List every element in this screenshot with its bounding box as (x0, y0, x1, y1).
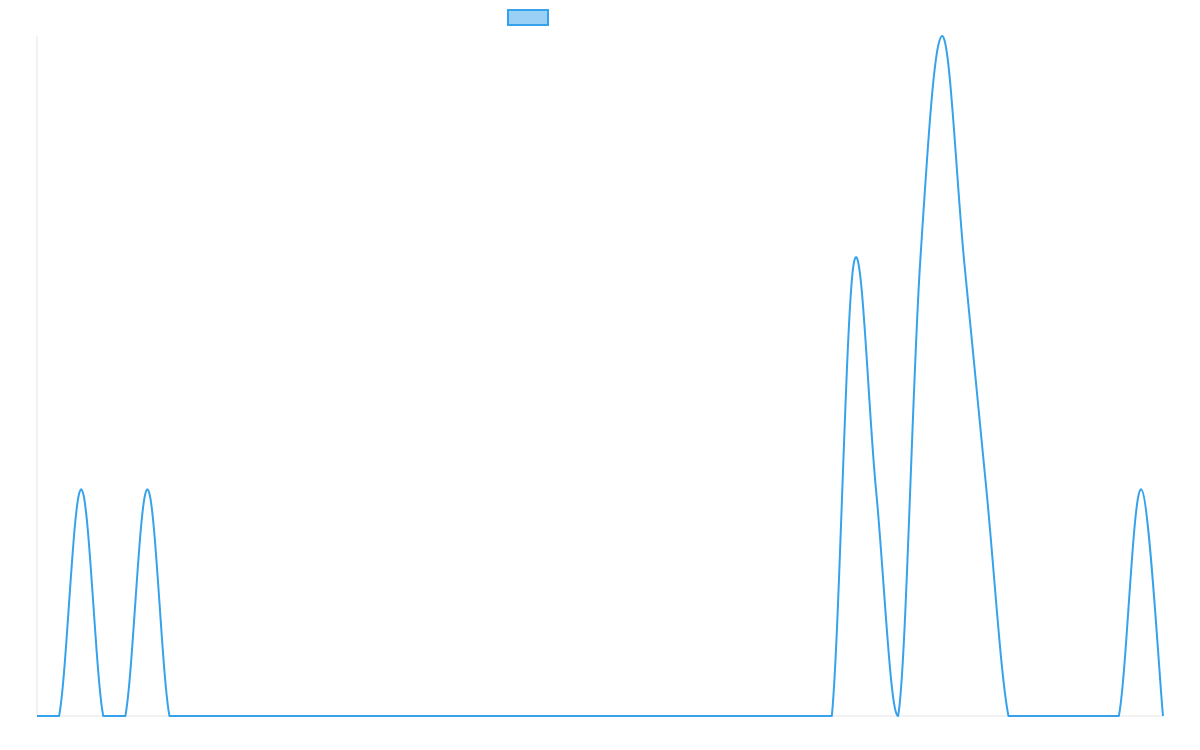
axes (36, 36, 1163, 717)
legend-swatch[interactable] (507, 9, 549, 26)
series-layer (37, 35, 1164, 717)
points-layer (36, 35, 1164, 717)
legend[interactable] (507, 9, 549, 26)
series-line (37, 35, 1164, 717)
